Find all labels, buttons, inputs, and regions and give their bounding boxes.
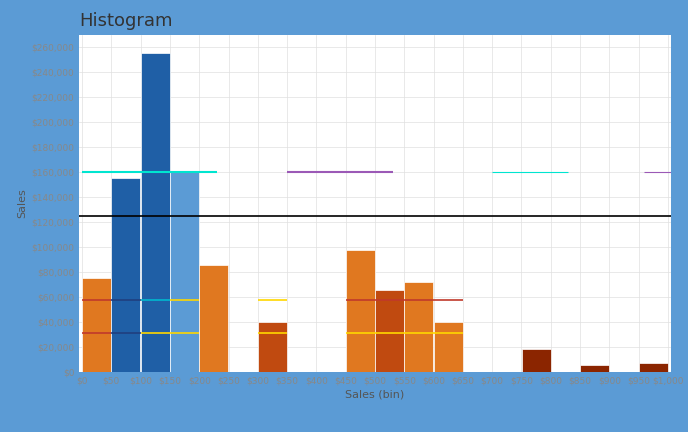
Bar	[200, 265, 228, 372]
Bar	[522, 349, 550, 372]
Bar	[580, 365, 609, 372]
Bar	[111, 178, 140, 372]
Bar	[82, 278, 111, 372]
Y-axis label: Sales: Sales	[17, 188, 27, 218]
Bar	[638, 363, 668, 372]
Bar	[405, 282, 433, 372]
Bar	[433, 321, 463, 372]
Text: Histogram: Histogram	[79, 12, 173, 30]
Bar	[346, 251, 375, 372]
Bar	[375, 290, 404, 372]
Bar	[258, 321, 287, 372]
Bar	[170, 172, 199, 372]
Bar	[141, 53, 170, 372]
X-axis label: Sales (bin): Sales (bin)	[345, 390, 405, 400]
